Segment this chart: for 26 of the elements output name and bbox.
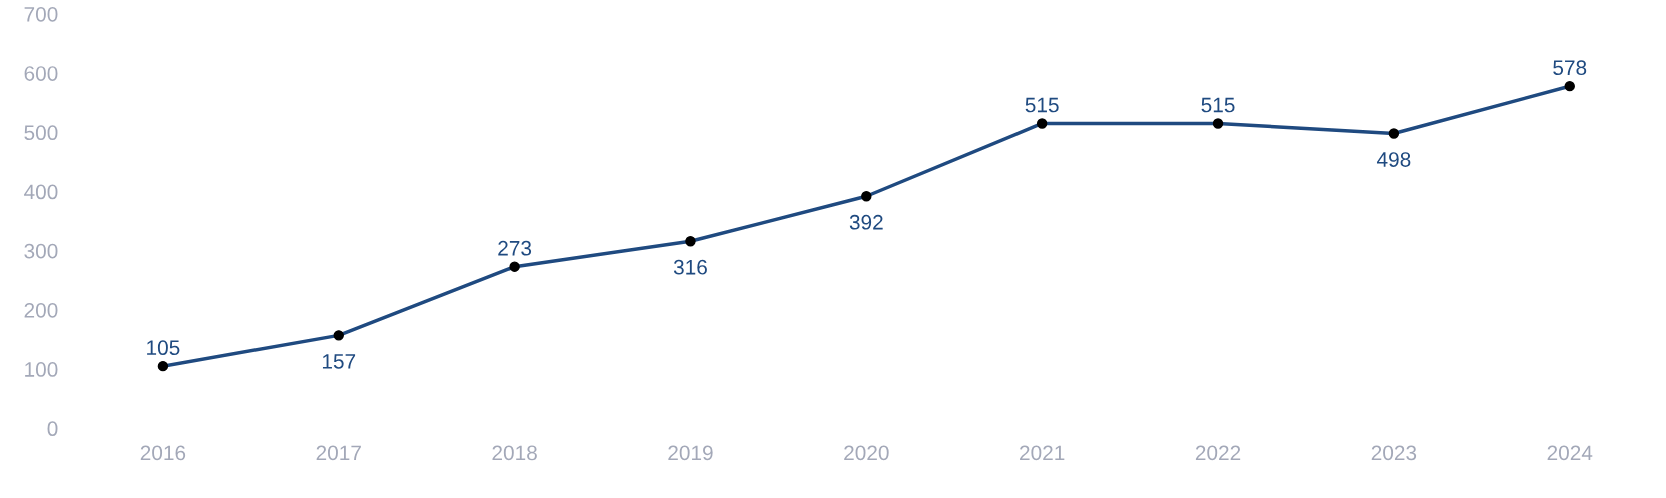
y-tick-label: 400 [24,184,58,200]
x-tick-label: 2020 [844,445,889,461]
x-tick-label: 2018 [492,445,537,461]
x-tick-label: 2022 [1195,445,1241,461]
y-tick-label: 200 [24,302,58,318]
data-label: 515 [1025,97,1059,113]
x-tick-label: 2023 [1371,445,1417,461]
y-tick-label: 100 [25,362,58,377]
data-label: 392 [849,214,883,230]
y-tick-label: 500 [24,125,58,141]
data-label: 316 [673,259,707,275]
x-tick-label: 2019 [668,445,713,461]
x-tick-label: 2024 [1547,445,1593,461]
x-tick-label: 2016 [140,445,186,461]
data-label: 273 [498,240,532,256]
y-tick-label: 0 [47,421,58,437]
data-label: 515 [1201,97,1235,113]
y-tick-label: 600 [24,66,58,81]
data-label: 498 [1376,152,1411,167]
data-label: 105 [147,340,180,356]
data-label: 578 [1553,60,1587,76]
y-tick-label: 700 [24,6,58,22]
data-label: 157 [322,354,356,369]
y-tick-label: 300 [24,243,58,259]
x-tick-label: 2021 [1020,445,1065,461]
x-tick-label: 2017 [316,445,361,461]
